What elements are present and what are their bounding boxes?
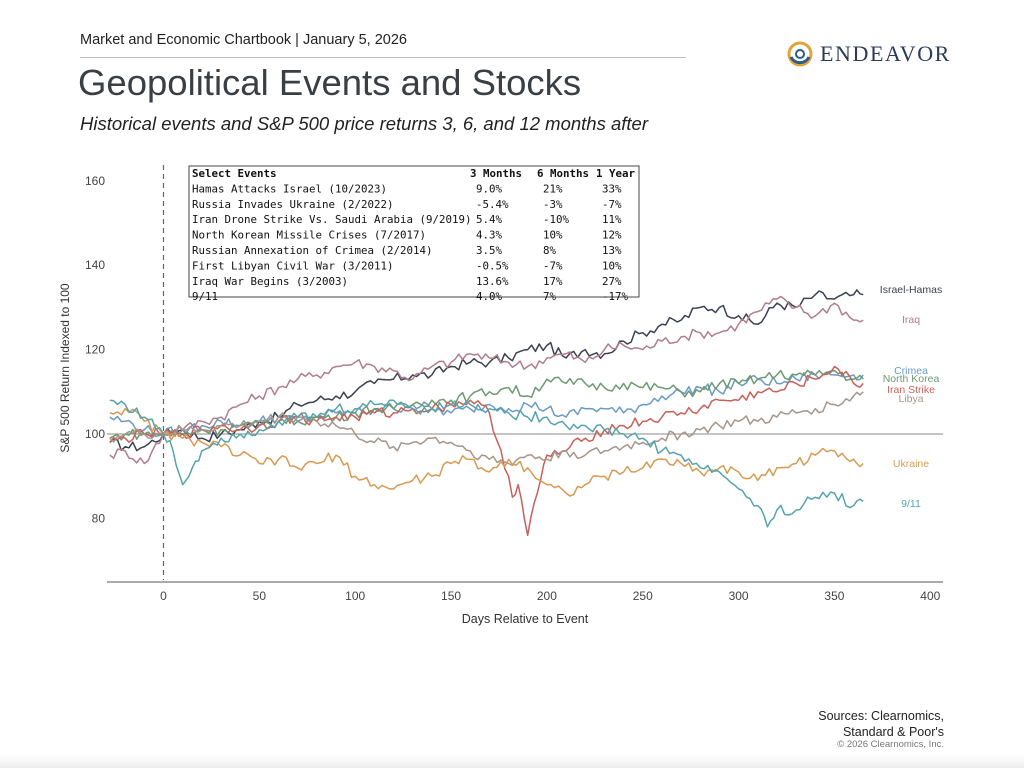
series-line-ukraine [109,407,864,497]
x-tick-label: 250 [633,589,653,603]
x-tick-label: 100 [345,589,365,603]
x-tick-label: 300 [729,589,749,603]
series-end-label: 9/11 [901,498,921,510]
series-line-nine-eleven [109,399,864,528]
x-tick-label: 150 [441,589,461,603]
brand-name: ENDEAVOR [820,41,951,66]
chartbook-header: Market and Economic Chartbook | January … [80,32,407,48]
events-table-cell: Russian Annexation of Crimea (2/2014) [192,244,433,257]
series-end-label: Libya [898,393,923,405]
events-table-cell: 33% [602,182,622,195]
x-axis-label: Days Relative to Event [462,612,589,626]
events-table-cell: First Libyan Civil War (3/2011) [192,259,394,272]
sources-line-2: Standard & Poor's [842,725,944,739]
sources-line-1: Sources: Clearnomics, [818,709,944,723]
events-table-box [188,165,640,298]
series-end-label: Iran Strike [887,384,935,396]
sources-note: Sources: Clearnomics, Standard & Poor's [818,708,944,740]
events-table-cell: 9/11 [192,290,218,303]
y-tick-label: 80 [92,511,106,525]
y-tick-label: 160 [85,174,105,188]
x-tick-label: 0 [160,589,167,603]
events-table-cell: 13% [602,244,622,257]
bottom-band [0,754,1024,768]
events-table-header: Select Events [192,167,277,180]
series-line-iraq [109,295,864,465]
page-title: Geopolitical Events and Stocks [78,62,582,103]
events-table-cell: -0.5% [476,259,509,272]
events-table-cell: -7% [602,198,622,211]
series-end-label: Israel-Hamas [880,284,942,296]
events-table-cell: 12% [602,229,622,242]
endeavor-logo-icon [787,41,813,67]
events-table-cell: 13.6% [476,275,509,288]
series-end-label: Crimea [894,365,928,377]
events-table-cell: 4.3% [476,229,503,242]
events-table-cell: North Korean Missile Crises (7/2017) [192,229,426,242]
events-table-cell: 5.4% [476,213,503,226]
events-table-header: 3 Months [470,167,522,180]
events-table-cell: 27% [602,275,622,288]
series-end-label: Ukraine [893,458,929,470]
events-table-cell: 10% [602,259,622,272]
x-tick-label: 400 [920,589,940,603]
x-tick-label: 50 [253,589,267,603]
events-table-cell: -17% [602,290,629,303]
events-table-cell: -5.4% [476,198,509,211]
events-table-cell: -7% [543,259,563,272]
y-axis-label: S&P 500 Return Indexed to 100 [58,283,72,453]
events-table-cell: 17% [543,275,563,288]
events-table-cell: Iraq War Begins (3/2003) [192,275,348,288]
endeavor-logo: ENDEAVOR [786,38,951,70]
events-table-cell: 4.0% [476,290,503,303]
series-line-crimea [109,370,864,438]
events-table-cell: 8% [543,244,557,257]
series-end-label: North Korea [883,373,940,385]
events-table-header: 6 Months [537,167,589,180]
events-table-cell: 9.0% [476,182,503,195]
x-tick-label: 200 [537,589,557,603]
events-table-cell: 3.5% [476,244,503,257]
events-table-cell: 21% [543,182,563,195]
series-line-iran [109,365,864,537]
y-tick-label: 120 [85,343,105,357]
events-table-cell: -3% [543,198,563,211]
series-line-libya [109,391,864,467]
page-subtitle: Historical events and S&P 500 price retu… [80,113,648,134]
events-table-cell: 10% [543,229,563,242]
events-table-cell: 11% [602,213,622,226]
events-table-cell: Iran Drone Strike Vs. Saudi Arabia (9/20… [192,213,472,226]
events-table-cell: -10% [543,213,570,226]
series-end-label: Iraq [902,314,920,326]
header-divider [80,57,686,58]
events-table-cell: Hamas Attacks Israel (10/2023) [192,182,387,195]
copyright: © 2026 Clearnomics, Inc. [837,739,944,750]
events-table-cell: 7% [543,290,557,303]
y-tick-label: 100 [85,427,105,441]
y-tick-label: 140 [85,258,105,272]
events-table-header: 1 Year [596,167,636,180]
events-table-cell: Russia Invades Ukraine (2/2022) [192,198,394,211]
x-tick-label: 350 [824,589,844,603]
